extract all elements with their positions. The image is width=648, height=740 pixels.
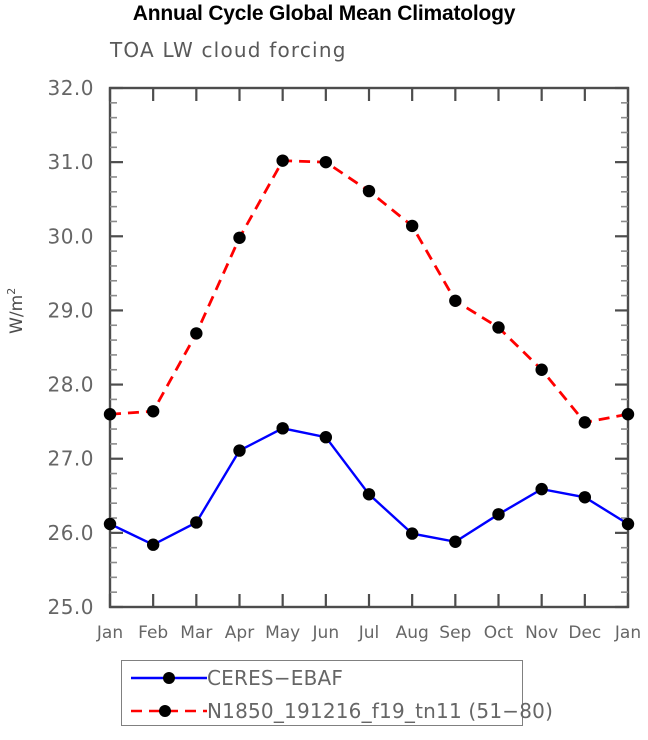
data-point bbox=[319, 431, 333, 444]
x-tick-label: Sep bbox=[439, 623, 471, 643]
series-n1850 bbox=[103, 154, 635, 429]
data-point bbox=[103, 517, 117, 531]
x-tick-label: Mar bbox=[180, 623, 212, 643]
legend-swatch-icon bbox=[131, 704, 207, 717]
data-point bbox=[190, 327, 203, 340]
y-tick-labels: 25.0 26.0 27.0 28.0 29.0 30.0 31.0 32.0 bbox=[47, 76, 94, 619]
series-line bbox=[109, 427, 629, 547]
data-point bbox=[621, 408, 635, 421]
x-tick-label: Apr bbox=[225, 623, 254, 643]
data-point bbox=[449, 294, 462, 307]
data-point bbox=[621, 517, 635, 531]
data-series-group bbox=[103, 154, 635, 551]
x-tick-label: Feb bbox=[138, 623, 168, 643]
data-point bbox=[276, 154, 289, 167]
data-point bbox=[362, 488, 376, 501]
y-tick-label: 26.0 bbox=[47, 521, 94, 545]
chart-subtitle: TOA LW cloud forcing bbox=[110, 38, 347, 62]
x-tick-label: Jan bbox=[614, 623, 641, 643]
data-point bbox=[319, 155, 333, 169]
data-point bbox=[276, 422, 289, 435]
data-point bbox=[233, 231, 246, 244]
data-point bbox=[535, 482, 548, 496]
y-tick-label: 28.0 bbox=[47, 373, 94, 397]
y-tick-label: 32.0 bbox=[47, 76, 94, 100]
data-point bbox=[233, 444, 246, 457]
y-tick-label: 30.0 bbox=[47, 224, 94, 248]
data-point bbox=[405, 527, 419, 540]
data-point bbox=[449, 535, 462, 548]
legend-entry-1[interactable]: N1850_191216_f19_tn11 (51−80) bbox=[122, 694, 553, 727]
data-point bbox=[190, 516, 203, 529]
x-tick-label: Jan bbox=[96, 623, 123, 643]
legend-label-1: N1850_191216_f19_tn11 (51−80) bbox=[207, 698, 554, 723]
legend-swatch-n1850 bbox=[131, 701, 207, 721]
x-tick-label: Jun bbox=[312, 623, 340, 643]
legend-swatch-ceres-ebaf bbox=[131, 668, 207, 688]
data-point bbox=[578, 416, 592, 429]
data-point bbox=[492, 508, 505, 521]
data-point bbox=[578, 491, 592, 504]
data-point bbox=[405, 219, 419, 233]
data-point bbox=[146, 405, 160, 418]
y-tick-label: 29.0 bbox=[47, 298, 94, 322]
y-tick-label: 31.0 bbox=[47, 150, 94, 174]
data-point bbox=[535, 363, 548, 376]
data-point bbox=[103, 408, 117, 421]
x-tick-label: Jul bbox=[358, 623, 380, 643]
x-tick-label: Aug bbox=[396, 623, 429, 643]
chart-title: Annual Cycle Global Mean Climatology bbox=[132, 2, 516, 25]
x-tick-labels: Jan Feb Mar Apr May Jun Jul Aug Sep Oct Nov Dec Jan bbox=[96, 623, 641, 643]
x-tick-label: Dec bbox=[568, 623, 601, 643]
x-tick-label: Nov bbox=[525, 623, 558, 643]
series-line bbox=[109, 159, 629, 424]
chart-legend: CERES−EBAF N1850_191216_f19_tn11 (51−80) bbox=[121, 660, 553, 727]
data-point bbox=[146, 538, 160, 551]
series-ceres-ebaf bbox=[103, 422, 635, 551]
y-tick-label: 25.0 bbox=[47, 595, 94, 619]
data-point bbox=[362, 184, 376, 198]
legend-entry-0[interactable]: CERES−EBAF bbox=[122, 661, 522, 694]
legend-swatch-icon bbox=[131, 671, 207, 684]
y-tick-label: 27.0 bbox=[47, 447, 94, 471]
data-point bbox=[492, 321, 505, 334]
x-tick-label: May bbox=[265, 623, 300, 643]
ticks-group bbox=[108, 86, 630, 609]
legend-label-0: CERES−EBAF bbox=[207, 665, 344, 690]
x-tick-label: Oct bbox=[484, 623, 514, 643]
